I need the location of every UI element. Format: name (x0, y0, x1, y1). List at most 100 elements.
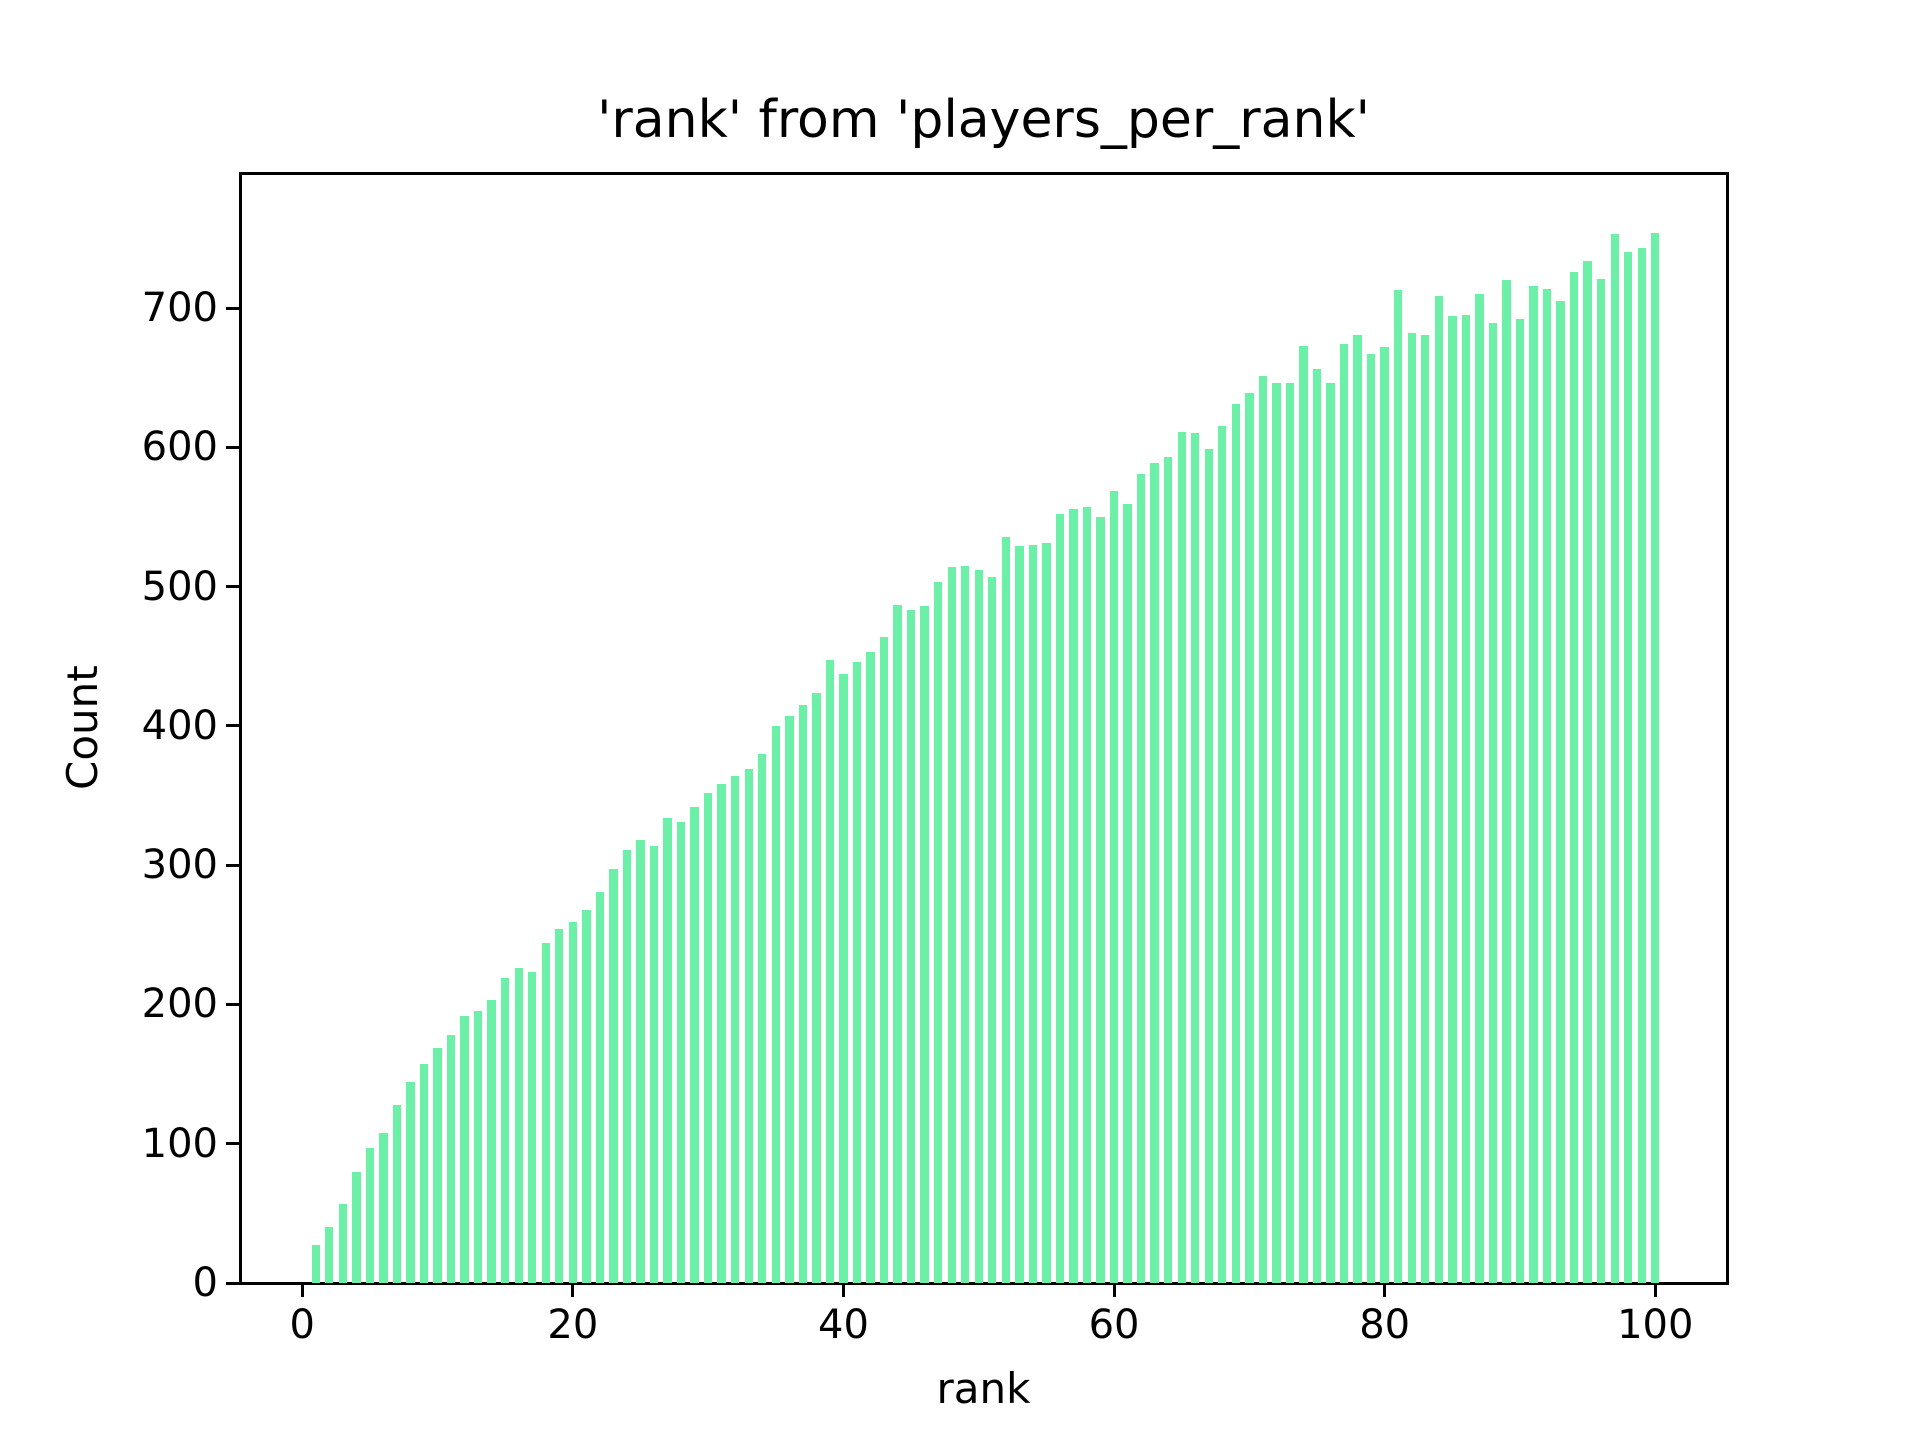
chart-title: 'rank' from 'players_per_rank' (597, 90, 1370, 150)
bar-rank-97 (1610, 234, 1619, 1283)
x-tick-label-40: 40 (818, 1302, 869, 1348)
bar-rank-34 (758, 753, 767, 1283)
x-tick-label-100: 100 (1617, 1302, 1694, 1348)
bar-rank-57 (1069, 508, 1078, 1283)
bar-rank-29 (690, 806, 699, 1283)
bar-rank-40 (839, 674, 848, 1283)
bar-rank-30 (703, 792, 713, 1283)
bar-rank-20 (568, 922, 578, 1283)
y-tick-label-100: 100 (141, 1120, 218, 1167)
y-tick-label-600: 600 (141, 424, 218, 471)
y-tick-label-700: 700 (141, 285, 218, 332)
bar-rank-80 (1380, 347, 1389, 1283)
bar-rank-75 (1312, 369, 1322, 1283)
bar-rank-18 (541, 943, 550, 1283)
bar-rank-41 (852, 661, 862, 1283)
bar-rank-16 (514, 968, 523, 1283)
bar-rank-68 (1218, 426, 1227, 1283)
bar-rank-56 (1055, 514, 1065, 1283)
bar-rank-37 (798, 705, 808, 1283)
bar-rank-8 (406, 1082, 415, 1283)
bar-rank-15 (501, 978, 510, 1283)
y-tick-mark-500 (226, 585, 240, 589)
bar-rank-81 (1394, 290, 1403, 1283)
bar-rank-4 (352, 1171, 361, 1283)
bar-rank-23 (609, 869, 618, 1283)
bar-rank-79 (1366, 354, 1376, 1283)
x-tick-mark-40 (841, 1283, 845, 1297)
bar-rank-99 (1637, 248, 1646, 1283)
bar-rank-55 (1042, 543, 1051, 1283)
bar-rank-61 (1123, 504, 1132, 1283)
bar-rank-92 (1542, 288, 1552, 1283)
bar-rank-36 (785, 716, 794, 1283)
bar-rank-31 (717, 784, 726, 1283)
bar-rank-46 (920, 606, 929, 1283)
bar-rank-48 (947, 567, 956, 1283)
bar-rank-65 (1177, 432, 1186, 1283)
bar-rank-49 (961, 565, 970, 1283)
bar-rank-64 (1163, 457, 1173, 1283)
x-tick-mark-60 (1112, 1283, 1116, 1297)
bar-rank-72 (1272, 383, 1281, 1283)
y-axis-label: Count (58, 665, 107, 791)
bar-rank-27 (663, 817, 672, 1283)
x-tick-label-0: 0 (289, 1302, 315, 1348)
y-tick-mark-0 (226, 1281, 240, 1285)
bar-rank-86 (1461, 315, 1471, 1283)
y-tick-label-400: 400 (141, 702, 218, 749)
bar-rank-13 (473, 1011, 483, 1283)
x-tick-mark-80 (1383, 1283, 1387, 1297)
x-tick-mark-0 (300, 1283, 304, 1297)
bar-rank-76 (1326, 383, 1335, 1283)
bar-rank-35 (771, 725, 780, 1283)
bar-rank-70 (1245, 393, 1254, 1283)
bar-rank-77 (1339, 344, 1349, 1283)
bar-rank-28 (676, 822, 686, 1283)
bars-layer (240, 173, 1727, 1283)
bar-rank-42 (866, 652, 875, 1283)
bar-rank-25 (636, 840, 645, 1283)
bar-rank-90 (1515, 319, 1525, 1283)
bar-rank-12 (460, 1015, 469, 1283)
y-tick-mark-400 (226, 724, 240, 728)
bar-rank-6 (379, 1132, 388, 1283)
y-tick-label-0: 0 (192, 1260, 218, 1306)
bar-rank-96 (1596, 278, 1606, 1283)
y-tick-mark-200 (226, 1002, 240, 1006)
bar-rank-2 (325, 1227, 334, 1283)
y-tick-mark-700 (226, 306, 240, 310)
bar-rank-24 (622, 849, 632, 1283)
bar-rank-22 (595, 891, 605, 1283)
bar-rank-45 (906, 610, 916, 1283)
bar-rank-51 (988, 576, 997, 1283)
bar-rank-44 (893, 604, 902, 1283)
bar-rank-69 (1231, 404, 1241, 1283)
bar-rank-83 (1421, 334, 1430, 1283)
bar-rank-3 (338, 1203, 347, 1283)
x-tick-label-20: 20 (547, 1302, 599, 1348)
bar-rank-66 (1191, 433, 1200, 1283)
x-tick-label-60: 60 (1088, 1302, 1140, 1348)
bar-rank-43 (879, 636, 889, 1283)
bar-rank-94 (1569, 271, 1579, 1283)
bar-rank-9 (419, 1064, 429, 1283)
x-axis-label: rank (936, 1364, 1031, 1413)
bar-rank-84 (1434, 295, 1443, 1283)
bar-rank-71 (1258, 376, 1268, 1283)
bar-rank-82 (1407, 333, 1416, 1283)
bar-rank-33 (744, 769, 753, 1283)
x-tick-mark-100 (1653, 1283, 1657, 1297)
bar-rank-10 (433, 1047, 442, 1283)
y-tick-mark-100 (226, 1142, 240, 1146)
bar-rank-38 (812, 692, 821, 1283)
bar-rank-88 (1488, 323, 1498, 1283)
bar-rank-89 (1502, 280, 1511, 1283)
bar-rank-62 (1136, 473, 1146, 1283)
y-tick-label-500: 500 (141, 563, 218, 610)
bar-rank-78 (1353, 334, 1362, 1283)
bar-rank-50 (974, 569, 983, 1283)
bar-rank-53 (1015, 546, 1024, 1283)
bar-rank-73 (1285, 383, 1295, 1283)
